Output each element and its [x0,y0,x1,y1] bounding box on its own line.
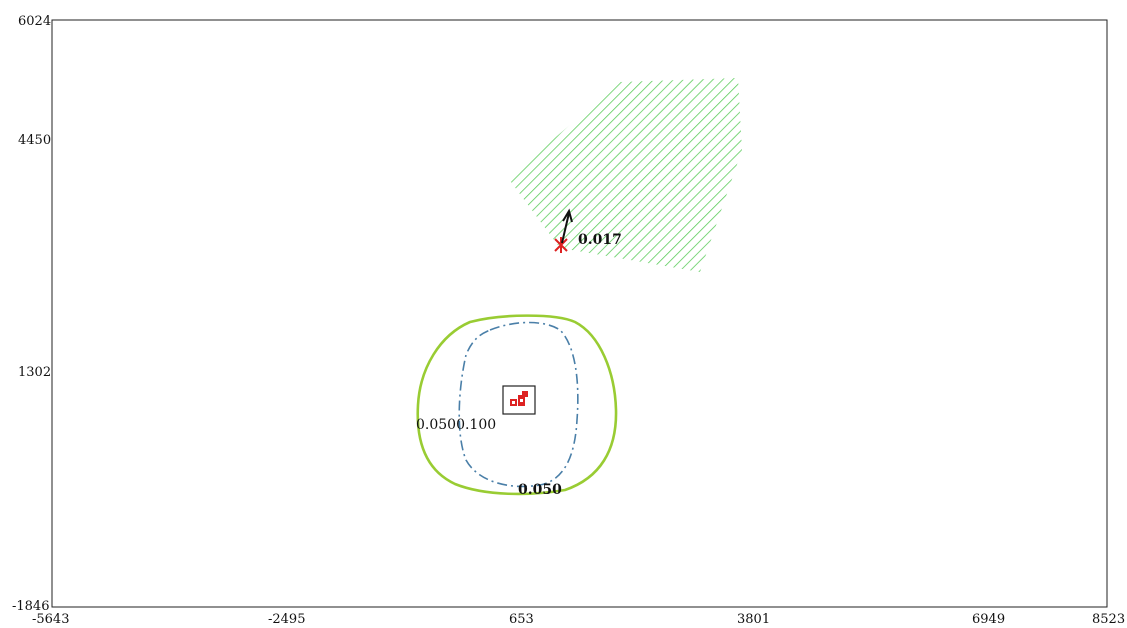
x-tick-3801: 3801 [737,612,770,627]
outer-contour [416,314,618,496]
x-tick-6949: 6949 [972,612,1005,627]
direction-arrow-icon [561,208,573,244]
x-tick-8523: 8523 [1092,612,1125,627]
x-tick-minus2495: -2495 [268,612,305,627]
receptor-value-label: 0.017 [578,232,622,248]
inner-contour [458,321,579,488]
y-tick-minus1846: -1846 [12,599,49,614]
y-tick-6024: 6024 [18,14,51,29]
source-icon [502,385,536,415]
y-tick-1302: 1302 [18,365,51,380]
contour-labels: 0.0500.100 [416,417,496,433]
plot-frame [51,19,1108,608]
y-tick-4450: 4450 [18,133,51,148]
receptor-star-icon [554,237,568,253]
contour-label-bottom: 0.050 [518,482,562,498]
x-tick-minus5643: -5643 [32,612,69,627]
x-tick-653: 653 [509,612,534,627]
hatched-area [508,78,742,272]
